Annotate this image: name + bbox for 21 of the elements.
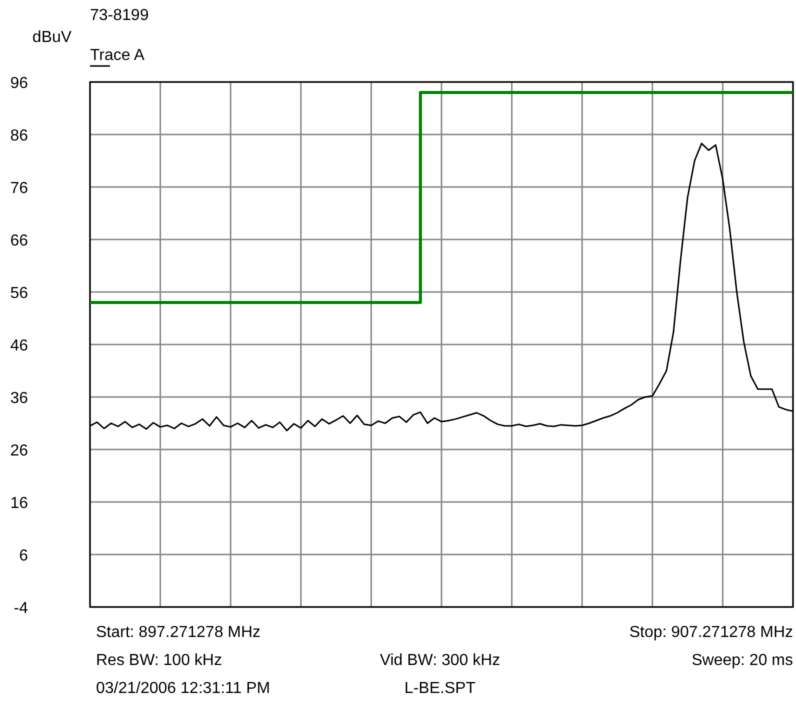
y-tick-label: 96 [10, 75, 28, 92]
y-tick-label: 86 [10, 128, 28, 144]
y-tick-label: 16 [10, 495, 28, 512]
y-tick-label: 6 [19, 548, 28, 564]
y-tick-label: 66 [10, 232, 28, 250]
text: Res BW: 100 kHz [96, 652, 222, 669]
text: Trace A [90, 47, 145, 64]
text: Start: 897.271278 MHz [96, 624, 261, 641]
y-axis-title: dBuV [32, 29, 72, 46]
y-tick-label: 46 [10, 338, 28, 354]
y-tick-label: 76 [10, 180, 28, 197]
text: Vid BW: 300 kHz [380, 652, 500, 669]
text: Stop: 907.271278 MHz [629, 624, 793, 641]
text: Sweep: 20 ms [692, 652, 793, 669]
y-tick-label: 56 [10, 285, 28, 302]
text: 03/21/2006 12:31:11 PM [96, 680, 270, 697]
y-tick-label: -4 [14, 600, 28, 617]
y-tick-label: 26 [10, 442, 28, 460]
chart-title: 73-8199 [90, 7, 149, 24]
y-tick-label: 36 [10, 390, 28, 407]
text: L-BE.SPT [404, 680, 476, 697]
